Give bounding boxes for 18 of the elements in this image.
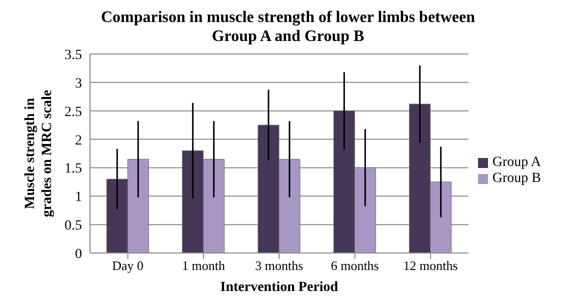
x-tick-label: 6 months — [330, 258, 379, 274]
legend-label: Group A — [492, 155, 541, 170]
y-tick-label: 1.5 — [64, 162, 82, 177]
y-tick-label: 0 — [75, 246, 82, 262]
y-tick-label: 3 — [75, 76, 82, 92]
y-axis-title: Muscle strength in grades on MRC scale — [23, 90, 55, 218]
x-axis-title: Intervention Period — [220, 280, 338, 295]
x-tick-label: 1 month — [182, 258, 226, 274]
y-tick-label: 2 — [75, 133, 82, 148]
x-tick-label: Day 0 — [112, 258, 144, 274]
y-tick-label: 0.5 — [64, 218, 82, 234]
x-tick-label: 3 months — [255, 258, 304, 274]
y-tick-label: 3.5 — [64, 48, 82, 63]
legend-label: Group B — [492, 171, 541, 186]
y-tick-label: 2.5 — [64, 104, 82, 120]
y-tick-label: 1 — [75, 190, 82, 206]
chart-title: Comparison in muscle strength of lower limbs between Group A and Group B — [100, 8, 476, 46]
x-tick-label: 12 months — [403, 258, 458, 274]
